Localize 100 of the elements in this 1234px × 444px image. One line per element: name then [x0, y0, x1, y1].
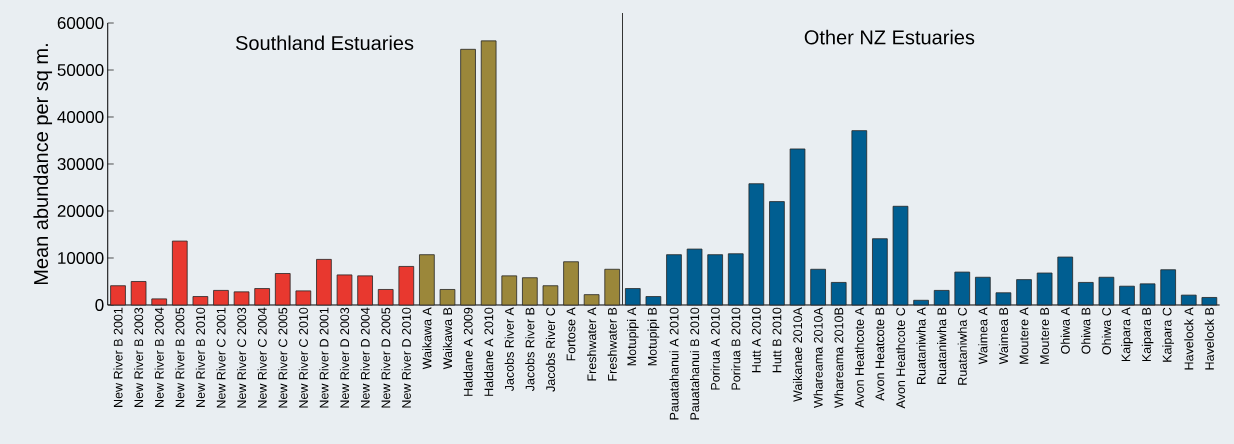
bar	[460, 48, 476, 306]
bar	[357, 275, 373, 306]
x-tick-label: Pauatahanui A 2010	[669, 307, 679, 420]
x-tick-label: Jacobs River B	[525, 307, 535, 392]
y-tick-label: 30000	[57, 157, 104, 171]
bar	[727, 253, 744, 306]
x-tick-label: New River C 2001	[216, 307, 226, 408]
x-tick-label: New River D 2004	[360, 307, 370, 408]
x-tick-label: Fortose A	[566, 307, 576, 361]
x-tick-label: Ruataniwha C	[957, 307, 967, 385]
x-tick-label: Waikawa B	[442, 307, 453, 370]
bar	[1201, 297, 1218, 306]
bar	[151, 298, 168, 306]
x-tick-label: Waimea B	[998, 307, 1009, 365]
x-tick-label: Motupipi B	[647, 307, 660, 366]
bar	[686, 248, 703, 306]
x-tick-label: Jacobs River C	[545, 307, 556, 392]
x-tick-label: New River B 2003	[134, 307, 144, 407]
x-tick-label: Porirua B 2010	[731, 307, 741, 390]
bar	[748, 183, 765, 306]
x-tick-label: Avon Heathcote A	[854, 307, 864, 408]
y-tick-label: 40000	[57, 110, 104, 124]
bar	[1098, 276, 1115, 306]
bar	[830, 282, 847, 306]
bar	[336, 274, 353, 306]
x-tick-label: Jacobs River A	[504, 307, 514, 392]
bar	[810, 268, 826, 306]
x-tick-label: Whareama 2010B	[834, 307, 844, 408]
x-tick-label: New River B 2004	[154, 307, 164, 407]
y-axis-title: Mean abundance per sq m.	[33, 44, 53, 285]
bar	[954, 271, 971, 306]
bar	[933, 290, 950, 306]
x-tick-label: Kaipara C	[1162, 307, 1174, 362]
bar	[1160, 269, 1176, 306]
bar	[398, 266, 415, 306]
bar	[254, 288, 270, 306]
x-tick-label: Pauatahanui B 2010	[689, 307, 700, 420]
bar	[563, 261, 579, 306]
bar	[213, 290, 229, 306]
x-tick-label: Hutt A 2010	[751, 307, 761, 373]
x-tick-label: New River C 2004	[257, 307, 267, 408]
bar	[439, 289, 456, 306]
x-tick-label: Hutt B 2010	[772, 307, 782, 373]
x-tick-label: Waikanae 2010A	[792, 307, 803, 402]
x-tick-label: Waikawa A	[422, 307, 432, 370]
bar	[707, 254, 723, 306]
x-tick-label: Moutere B	[1040, 307, 1049, 364]
x-tick-label: New River D 2005	[381, 307, 391, 408]
bar	[130, 281, 147, 306]
bar	[1119, 285, 1135, 306]
bar	[975, 276, 991, 306]
x-tick-label: New River C 2003	[236, 307, 247, 408]
x-tick-label: New River C 2005	[278, 307, 288, 408]
x-tick-label: New River B 2005	[175, 307, 185, 407]
bar	[1057, 256, 1074, 306]
annotation: Other NZ Estuaries	[804, 29, 975, 45]
bar	[1016, 279, 1032, 306]
x-tick-label: New River D 2003	[339, 307, 350, 408]
x-tick-label: Havelock A	[1184, 307, 1194, 370]
x-tick-label: Porirua A 2010	[710, 307, 720, 390]
bar	[171, 240, 188, 306]
x-tick-label: Avon Heathcote C	[895, 307, 906, 409]
x-tick-label: Ohiwa C	[1101, 307, 1111, 355]
bar	[419, 254, 435, 306]
x-tick-label: Kaipara A	[1121, 307, 1133, 362]
bar	[192, 296, 209, 306]
y-tick-label: 0	[95, 298, 104, 312]
bar	[377, 289, 394, 306]
y-tick-label: 60000	[57, 16, 104, 30]
bar	[542, 285, 559, 306]
bar	[645, 296, 662, 306]
x-tick-label: Ruataniwha B	[937, 307, 947, 384]
x-tick-label: New River B 2001	[113, 307, 123, 407]
bar	[851, 130, 868, 306]
bar	[1078, 282, 1094, 306]
y-tick-label: 50000	[57, 63, 104, 77]
bar	[624, 288, 641, 306]
bar	[110, 285, 126, 306]
bar	[666, 254, 682, 306]
x-tick-label: New River D 2010	[401, 307, 411, 408]
bar	[913, 299, 929, 306]
x-tick-label: Havelock B	[1204, 307, 1214, 370]
bar	[872, 238, 888, 306]
bar	[995, 292, 1012, 306]
bar	[274, 273, 291, 306]
x-tick-label: New River D 2001	[319, 307, 329, 408]
x-tick-label: Freshwater B	[607, 307, 617, 381]
x-tick-label: New River B 2010	[195, 307, 205, 407]
x-tick-label: Motupipi A	[626, 307, 639, 366]
bar	[522, 277, 538, 306]
x-tick-label: Kaipara B	[1141, 307, 1154, 362]
bar	[1036, 272, 1053, 306]
x-tick-label: Whareama 2010A	[813, 307, 823, 408]
x-tick-label: Ohiwa A	[1060, 307, 1070, 354]
bar	[316, 259, 332, 306]
bar	[480, 40, 497, 306]
x-tick-label: Avon Heatcote B	[875, 307, 885, 401]
bar	[1139, 283, 1156, 306]
bar	[1180, 294, 1197, 306]
x-tick-label: Haldane A 2010	[484, 307, 494, 396]
